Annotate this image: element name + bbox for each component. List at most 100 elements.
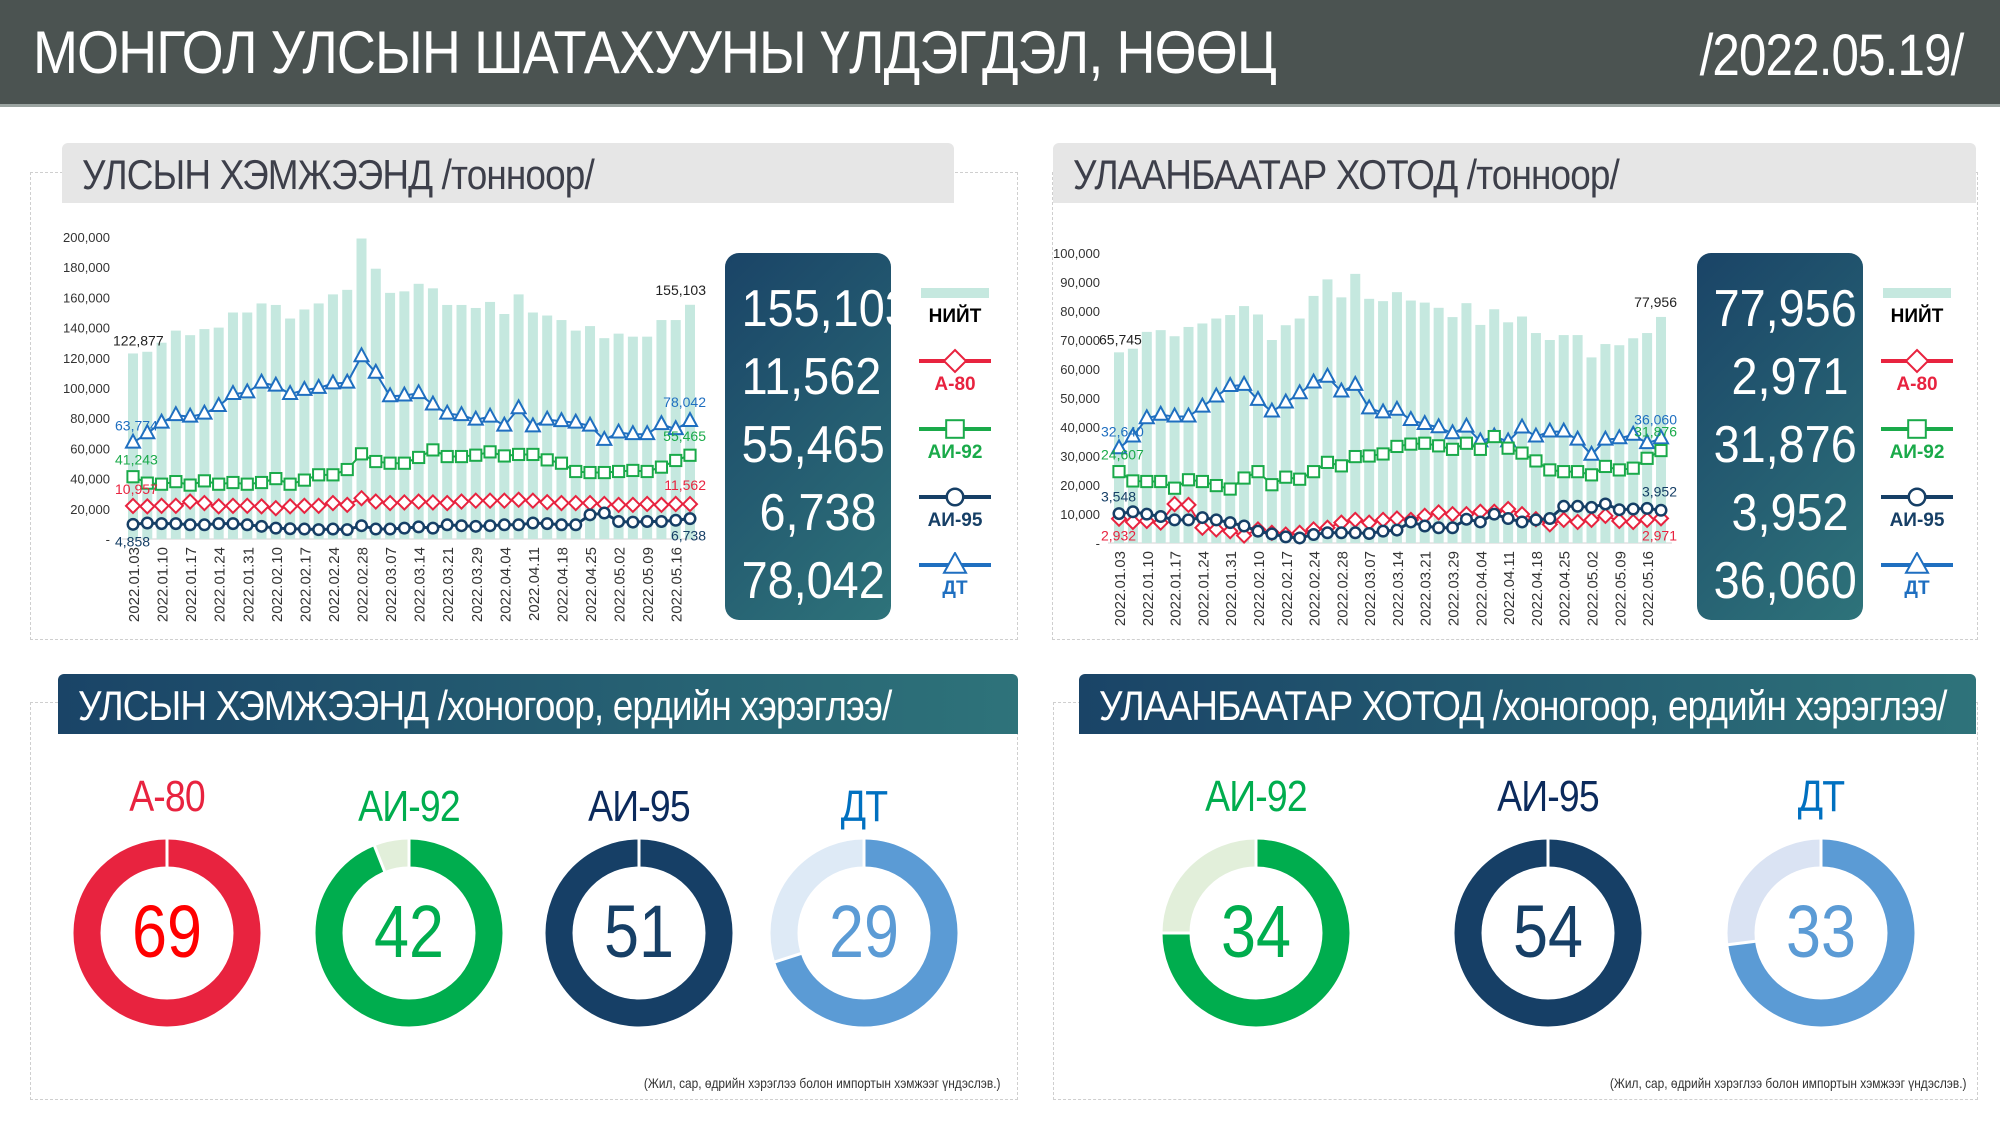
diamond-marker — [310, 497, 328, 515]
square-marker — [1515, 446, 1529, 460]
triangle-marker — [681, 411, 699, 428]
circle-marker — [340, 523, 354, 537]
donut-fuel-label: АИ-95 — [1497, 772, 1599, 821]
circle-marker-icon — [919, 487, 991, 507]
triangle-marker — [281, 383, 299, 400]
triangle-marker — [409, 383, 428, 400]
donut-days-value: 54 — [1513, 890, 1583, 973]
square-marker — [1376, 447, 1390, 461]
triangle-marker — [338, 372, 356, 389]
bar — [1141, 331, 1152, 543]
legend-item: АИ-95 — [915, 484, 995, 532]
square-marker — [1390, 439, 1404, 454]
diamond-marker — [281, 497, 299, 515]
diamond-marker — [253, 497, 270, 515]
diamond-marker-icon — [919, 348, 991, 374]
x-tick-label: 2022.01.10 — [1140, 551, 1157, 626]
circle-marker — [1598, 497, 1612, 511]
square-marker — [212, 477, 226, 491]
diamond-marker — [167, 497, 185, 515]
data-label-first: 41,243 — [115, 452, 158, 468]
triangle-marker — [167, 405, 185, 422]
bar — [570, 330, 581, 539]
x-tick-label: 2022.03.21 — [440, 547, 457, 622]
bar-swatch-icon — [921, 288, 989, 298]
triangle-marker — [609, 422, 628, 439]
diamond-marker — [1180, 496, 1197, 514]
bar — [1211, 318, 1222, 543]
square-marker — [945, 419, 965, 439]
square-marker — [1334, 459, 1348, 473]
diamond-marker — [638, 495, 656, 513]
x-tick-label: 2022.01.17 — [183, 547, 200, 622]
circle-marker — [1181, 513, 1195, 527]
triangle-marker — [210, 396, 228, 413]
bar — [1489, 309, 1500, 543]
bar — [1558, 335, 1569, 543]
latest-a80: 2,971 — [1731, 348, 1849, 406]
diamond-marker — [1430, 504, 1448, 521]
circle-marker — [1126, 505, 1140, 519]
circle-marker — [483, 519, 497, 533]
triangle-marker — [1555, 421, 1573, 438]
triangle-marker — [1388, 399, 1406, 416]
triangle-marker — [467, 409, 485, 426]
square-marker — [469, 448, 483, 462]
y-tick-label: 80,000 — [1060, 304, 1100, 319]
donut-days-value: 29 — [829, 890, 899, 973]
x-tick-label: 2022.01.03 — [126, 547, 143, 622]
donut-fuel-label: АИ-92 — [1205, 772, 1307, 821]
circle-marker — [526, 516, 540, 530]
square-marker — [126, 470, 140, 484]
circle-marker — [497, 518, 511, 532]
circle-marker — [1251, 524, 1265, 538]
diamond-marker — [181, 493, 199, 510]
y-tick-label: 20,000 — [70, 502, 110, 517]
bar — [1225, 315, 1236, 543]
x-tick-label: 2022.01.10 — [155, 547, 172, 622]
data-label-last: 11,562 — [664, 477, 706, 493]
square-marker-icon — [1881, 419, 1953, 439]
x-tick-label: 2022.03.21 — [1418, 551, 1435, 626]
circle-marker — [554, 518, 568, 532]
donut-ring — [315, 838, 503, 1027]
x-tick-label: 2022.05.02 — [1585, 551, 1602, 626]
square-marker — [683, 448, 697, 462]
bar — [299, 309, 310, 539]
diamond-marker — [367, 493, 385, 510]
x-tick-label: 2022.04.25 — [1557, 551, 1574, 626]
diamond-marker — [1596, 507, 1614, 525]
circle-marker — [1487, 507, 1501, 521]
data-label-first: 24,607 — [1101, 447, 1144, 463]
y-tick-label: 80,000 — [70, 411, 110, 426]
bar — [427, 288, 438, 539]
legend-label: АИ-92 — [927, 442, 983, 463]
latest-a80: 11,562 — [741, 348, 882, 406]
series-line — [132, 448, 691, 487]
square-marker — [397, 456, 411, 470]
data-label-last: 55,465 — [663, 428, 706, 444]
triangle-marker — [1277, 392, 1295, 409]
latest-dt: 36,060 — [1713, 552, 1857, 610]
y-tick-label: 140,000 — [63, 321, 110, 336]
ub-days-title: УЛААНБААТАР ХОТОД /хоногоор, ердийн хэрэ… — [1079, 674, 1976, 734]
y-tick-label: 40,000 — [1060, 420, 1100, 435]
bar — [456, 304, 467, 539]
x-tick-label: 2022.05.02 — [612, 547, 629, 622]
circle-marker — [1140, 507, 1154, 521]
circle-marker — [326, 522, 340, 536]
donut-ring — [770, 838, 958, 1027]
bar — [556, 320, 567, 539]
x-tick-label: 2022.05.16 — [669, 547, 686, 622]
square-marker — [1529, 454, 1543, 468]
legend-label: НИЙТ — [928, 306, 982, 327]
data-label-first: 65,745 — [1099, 331, 1142, 347]
diamond-marker — [553, 494, 570, 512]
triangle-marker — [124, 432, 142, 449]
square-marker — [369, 454, 383, 469]
triangle-marker — [1527, 426, 1545, 443]
bar — [585, 326, 596, 539]
circle-marker — [255, 519, 269, 533]
triangle-marker — [1624, 424, 1642, 441]
circle-marker — [1418, 519, 1432, 533]
